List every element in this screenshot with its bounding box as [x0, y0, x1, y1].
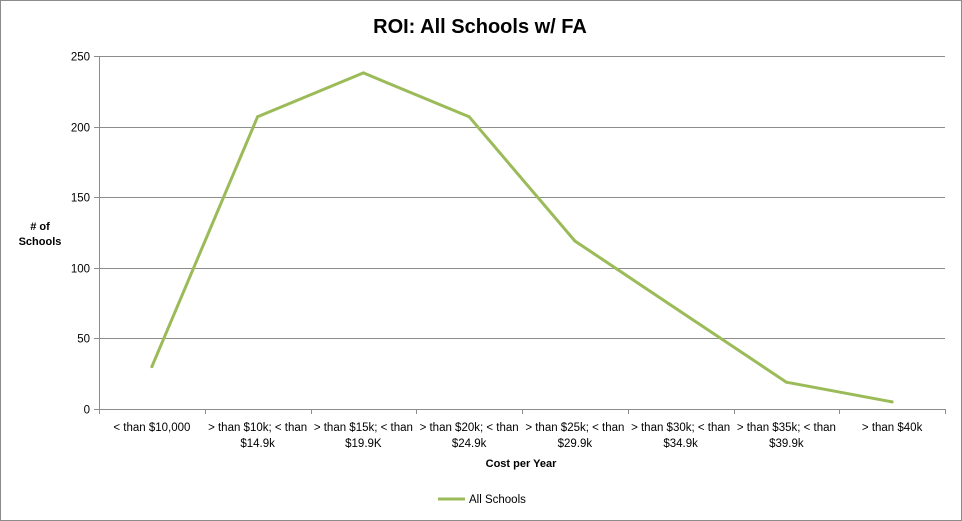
gridlines [99, 56, 945, 339]
y-axis-title-line: Schools [19, 236, 62, 248]
y-axis-title-line: # of [30, 221, 50, 233]
x-tick-label-line: $34.9k [663, 438, 698, 450]
y-tick-label: 200 [71, 123, 90, 135]
x-tick-label-line: > than $35k; < than [737, 422, 836, 434]
data-point [679, 310, 683, 314]
x-tick-label-line: > than $20k; < than [420, 422, 519, 434]
data-point [784, 380, 788, 384]
y-axis: 0 50 100 150 200 250 [71, 52, 100, 417]
series-line-all-schools [150, 71, 894, 404]
x-tick-label-line: $29.9k [558, 438, 593, 450]
x-axis-title: Cost per Year [486, 458, 557, 470]
x-tick-label-line: > than $40k [862, 422, 923, 434]
x-tick-label: > than $10k; < than $14.9k [208, 422, 307, 450]
x-tick-label: > than $30k; < than $34.9k [631, 422, 730, 450]
y-tick-label: 100 [71, 264, 90, 276]
data-point [573, 239, 577, 243]
data-point [467, 115, 471, 119]
x-tick-label-line: > than $10k; < than [208, 422, 307, 434]
x-axis: < than $10,000 > than $10k; < than $14.9k>… [94, 409, 946, 450]
data-point [361, 71, 365, 75]
x-tick-label-line: $39.9k [769, 438, 804, 450]
y-tick-label: 150 [71, 193, 90, 205]
data-point [150, 365, 154, 369]
legend-label: All Schools [469, 494, 526, 506]
x-tick-label: > than $20k; < than $24.9k [420, 422, 519, 450]
legend: All Schools [438, 494, 526, 506]
data-point [890, 400, 894, 404]
x-tick-label-line: $24.9k [452, 438, 487, 450]
x-tick-label-line: < than $10,000 [113, 422, 190, 434]
x-tick-label: > than $40k [862, 422, 923, 434]
x-tick-label: > than $25k; < than $29.9k [525, 422, 624, 450]
y-axis-title: # of Schools [19, 221, 62, 248]
x-tick-label-line: $14.9k [240, 438, 275, 450]
x-tick-label-line: $19.9K [345, 438, 382, 450]
x-tick-label: > than $15k; < than $19.9K [314, 422, 413, 450]
x-tick-label: > than $35k; < than $39.9k [737, 422, 836, 450]
data-point [256, 115, 260, 119]
x-tick-label-line: > than $30k; < than [631, 422, 730, 434]
chart-title: ROI: All Schools w/ FA [373, 16, 587, 38]
x-tick-label-line: > than $25k; < than [525, 422, 624, 434]
x-tick-label-line: > than $15k; < than [314, 422, 413, 434]
y-tick-label: 50 [77, 334, 90, 346]
x-tick-label: < than $10,000 [113, 422, 190, 434]
y-tick-label: 0 [84, 405, 90, 417]
series-lines [150, 71, 894, 404]
y-tick-label: 250 [71, 52, 90, 64]
